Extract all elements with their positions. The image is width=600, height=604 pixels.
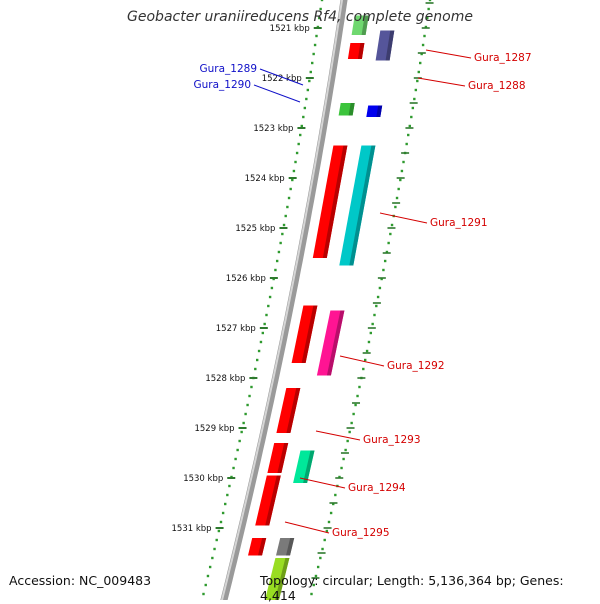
backbone-highlight <box>219 0 344 604</box>
gene-feature <box>291 305 318 363</box>
gene-feature <box>338 103 355 116</box>
kbp-tick-label: 1523 kbp <box>253 124 293 134</box>
gene-label-leader <box>315 430 361 441</box>
kbp-tick-label: 1531 kbp <box>172 524 212 534</box>
gene-label: Gura_1292 <box>387 360 445 372</box>
gene-label: Gura_1289 <box>199 63 257 75</box>
kbp-tick-label: 1524 kbp <box>245 174 285 184</box>
kbp-tick-label: 1530 kbp <box>183 474 223 484</box>
accession-text: Accession: NC_009483 <box>9 573 152 588</box>
gene-label: Gura_1295 <box>332 527 390 539</box>
map-title: Geobacter uraniireducens Rf4, complete g… <box>127 9 473 25</box>
gene-label: Gura_1293 <box>363 434 421 446</box>
gene-feature <box>293 450 315 483</box>
gene-label: Gura_1288 <box>468 80 526 92</box>
gene-label: Gura_1291 <box>430 217 488 229</box>
kbp-tick-label: 1527 kbp <box>216 324 256 334</box>
kbp-tick-label: 1529 kbp <box>194 424 234 434</box>
gene-label: Gura_1287 <box>474 52 532 64</box>
gene-feature <box>316 310 345 376</box>
gene-label-leader <box>284 521 330 534</box>
gene-feature <box>248 538 267 556</box>
gene-feature <box>375 30 395 61</box>
gene-feature <box>255 475 281 526</box>
gene-label: Gura_1290 <box>193 79 251 91</box>
gene-feature <box>276 388 301 433</box>
gene-label: Gura_1294 <box>348 482 406 494</box>
gene-feature <box>351 15 369 35</box>
kbp-tick-label: 1521 kbp <box>270 24 310 34</box>
gene-label-leader <box>259 68 304 86</box>
gene-feature <box>339 145 376 266</box>
genome-summary-text: Topology: circular; Length: 5,136,364 bp… <box>260 573 564 603</box>
kbp-tick-label: 1526 kbp <box>226 274 266 284</box>
gene-feature <box>267 443 289 473</box>
backbone-line <box>219 0 348 604</box>
gene-feature <box>366 105 383 117</box>
gene-labels: Gura_1287 Gura_1288 Gura_1289 Gura_1290 Gura… <box>193 49 532 539</box>
kbp-tick-label: 1525 kbp <box>235 224 275 234</box>
gene-label-leader <box>379 212 428 224</box>
gene-feature <box>347 43 365 59</box>
kbp-tick-label: 1528 kbp <box>205 374 245 384</box>
gene-label-leader <box>425 49 472 59</box>
gene-label-leader <box>299 477 346 489</box>
gene-label-leader <box>253 84 301 103</box>
gene-feature <box>263 558 290 604</box>
kbp-tick-label: 1522 kbp <box>262 74 302 84</box>
gene-label-leader <box>417 77 466 87</box>
gene-label-leader <box>339 355 385 367</box>
kbp-ruler: 1521 kbp 1522 kbp 1523 kbp 1524 kbp 1525 kbp… <box>172 0 434 604</box>
outer-dotted-ruler <box>202 0 324 596</box>
genome-backbone <box>219 0 348 604</box>
gene-feature <box>276 538 295 556</box>
inner-ruler-ticks <box>305 2 434 604</box>
gene-features <box>248 15 395 604</box>
gene-feature <box>312 145 348 258</box>
